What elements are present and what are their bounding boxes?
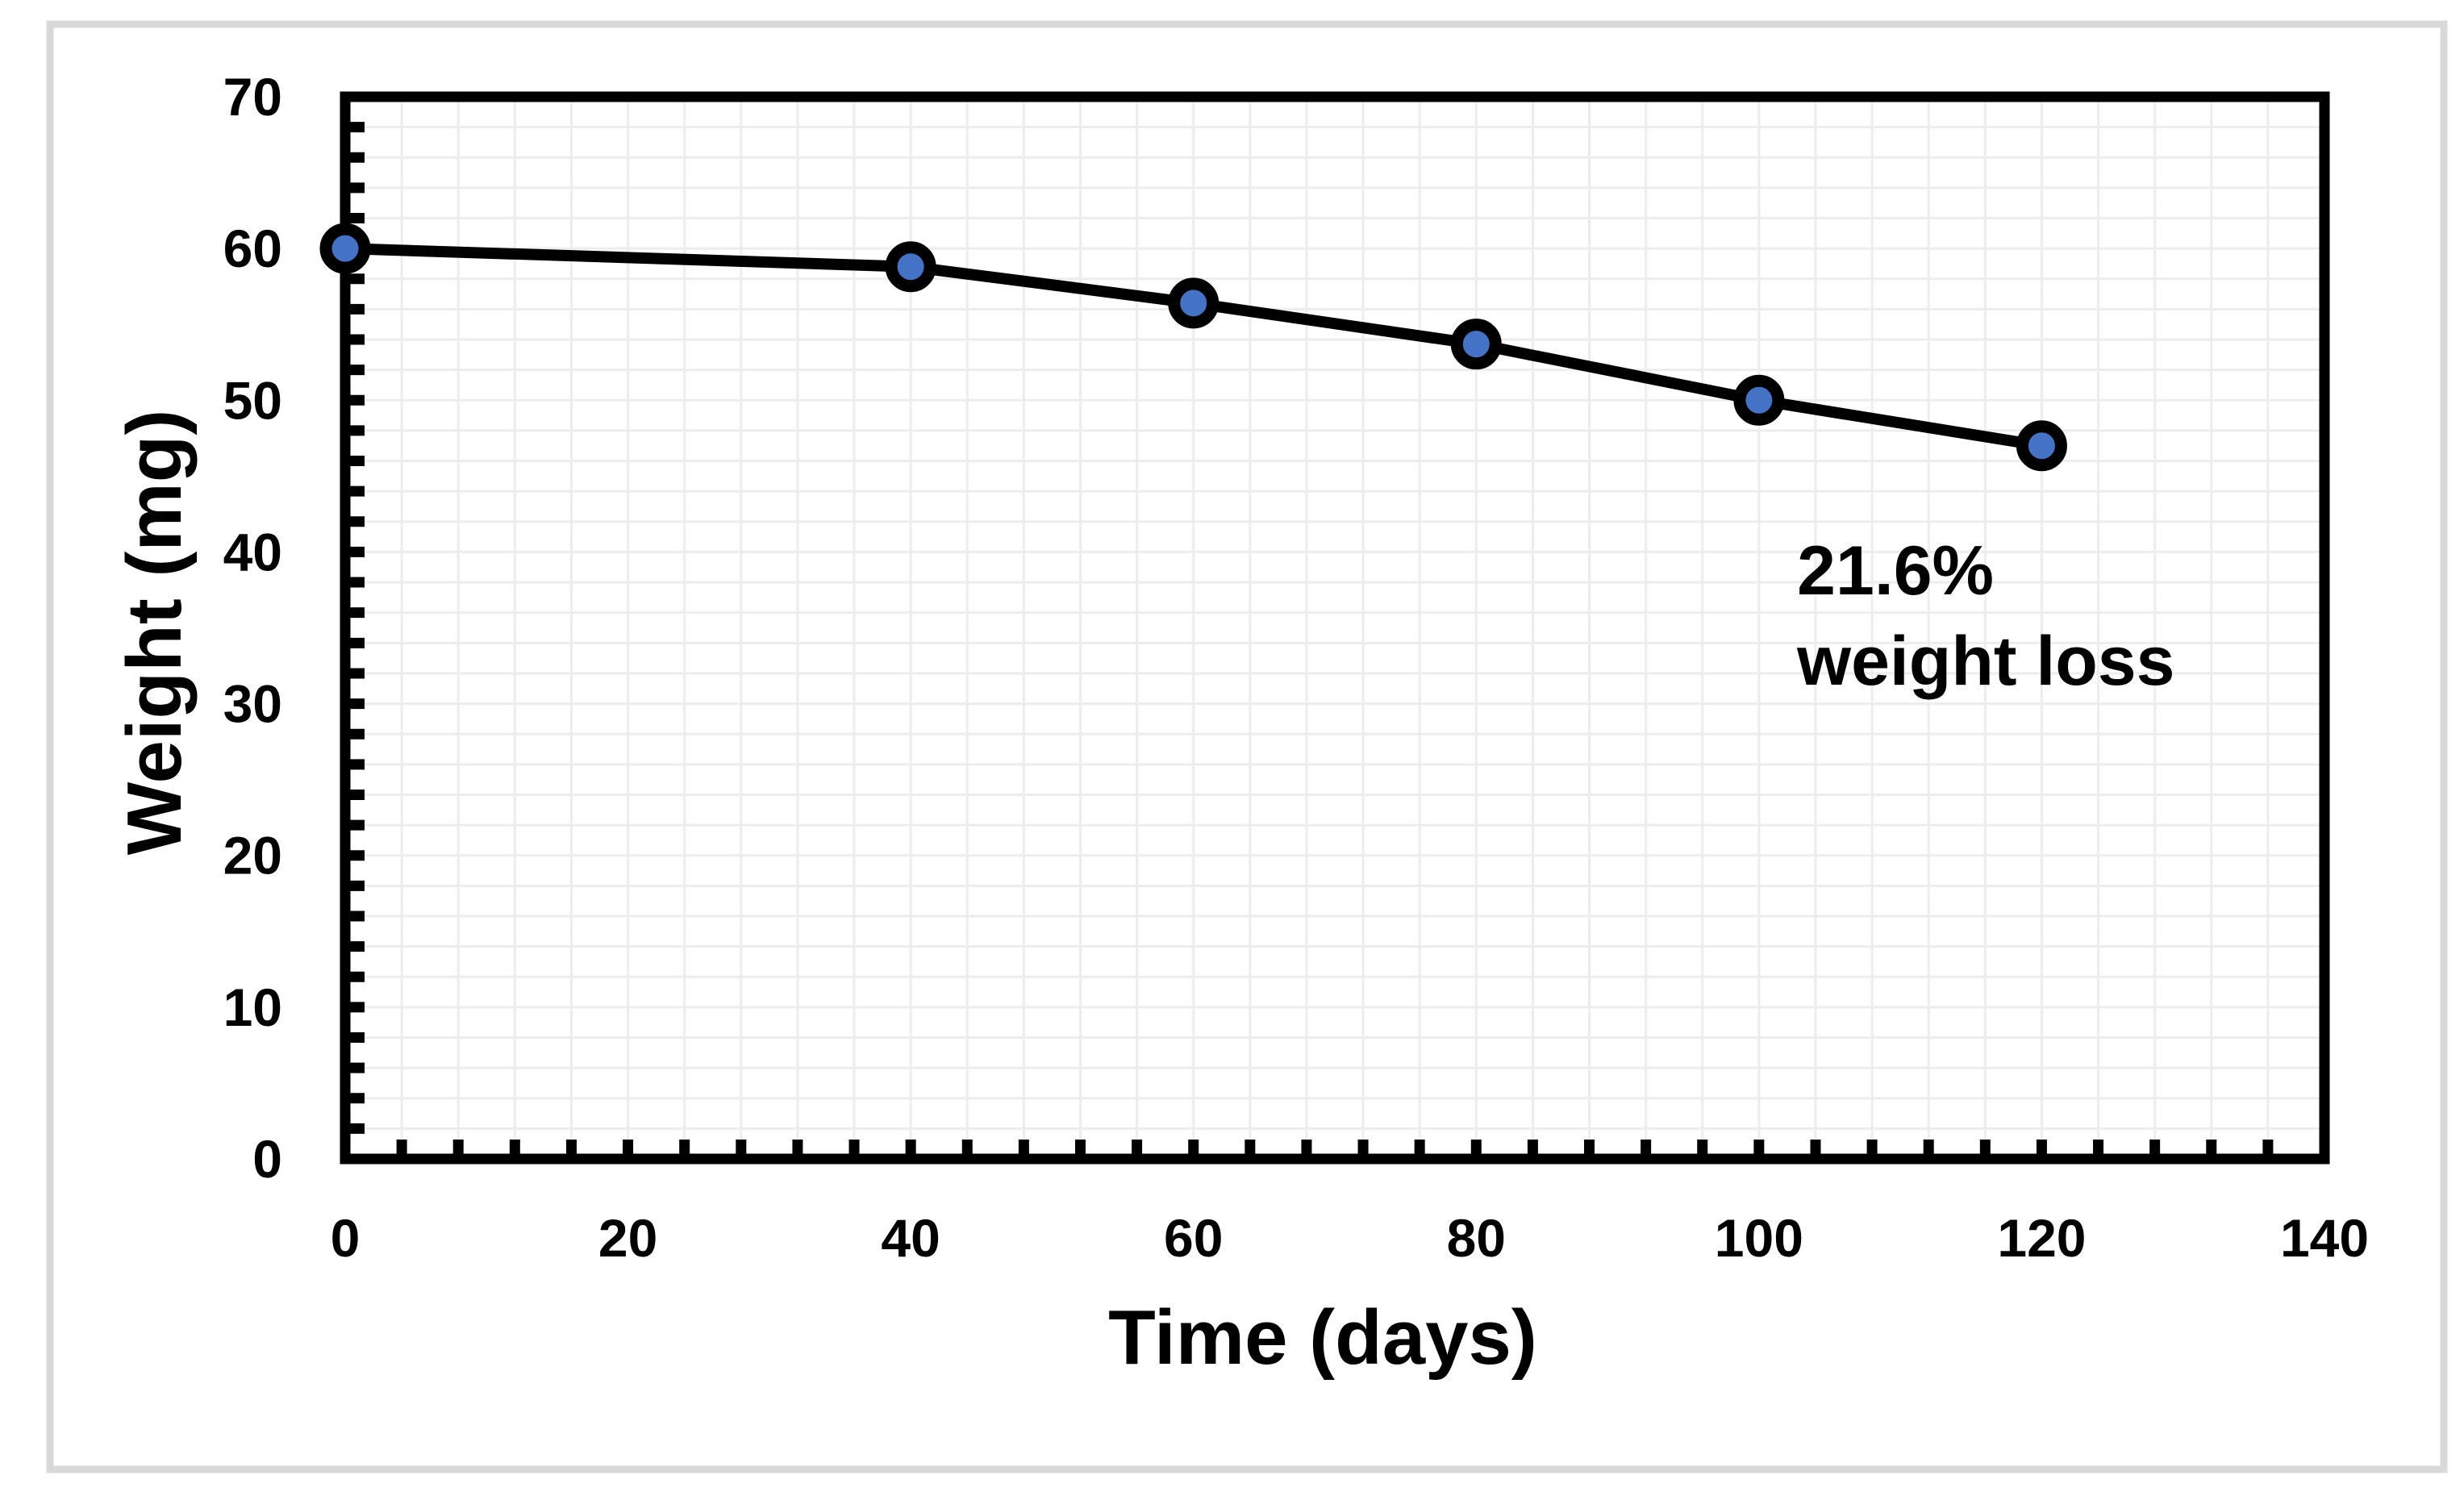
data-point-marker [319,223,371,274]
annotation: 21.6% weight loss [1797,526,2174,706]
y-tick-label: 10 [223,977,282,1037]
annotation-line-2: weight loss [1797,622,2175,700]
x-tick-label: 120 [1997,1208,2086,1268]
y-tick-label: 50 [223,370,282,430]
x-tick-label: 0 [331,1208,361,1268]
data-point-marker [885,241,936,293]
data-point-marker [1450,319,1502,370]
y-tick-label: 40 [223,522,282,581]
annotation-line-1: 21.6% [1797,531,1995,610]
y-axis-title: Weight (mg) [111,409,198,855]
x-tick-label: 140 [2280,1208,2369,1268]
y-tick-label: 20 [223,826,282,886]
x-axis-title: Time (days) [1108,1294,1537,1381]
x-tick-label: 60 [1164,1208,1223,1268]
y-tick-label: 0 [252,1129,282,1189]
data-point-marker [1168,277,1219,329]
x-tick-label: 100 [1715,1208,1803,1268]
x-tick-label: 20 [598,1208,657,1268]
series-line [344,243,2043,452]
data-point-marker [2016,420,2067,472]
y-tick-label: 70 [223,67,282,127]
x-tick-label: 80 [1447,1208,1506,1268]
y-tick-label: 60 [223,219,282,278]
y-tick-label: 30 [223,674,282,734]
chart-outer-border [46,20,2448,1473]
data-point-marker [1733,374,1785,426]
x-tick-label: 40 [881,1208,940,1268]
axis-frame [340,91,2330,1165]
